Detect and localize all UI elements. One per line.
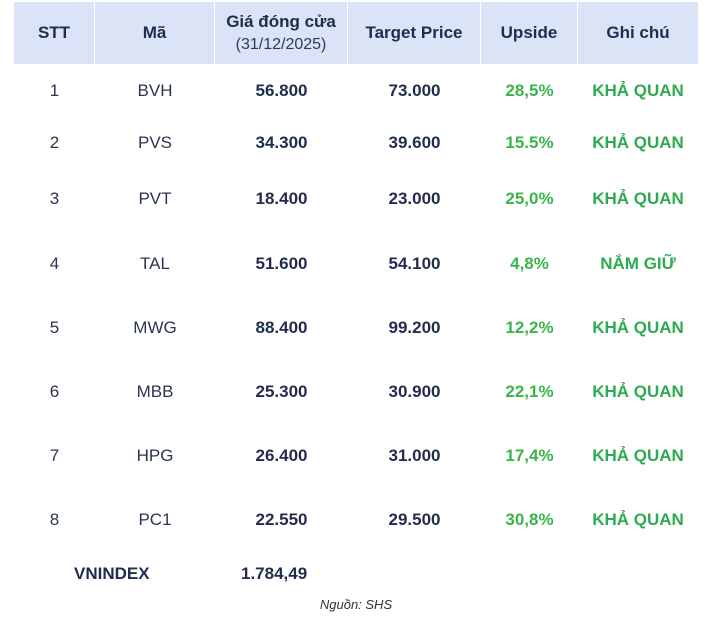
header-close-price-label: Giá đóng cửa: [226, 12, 336, 31]
table-header: STT Mã Giá đóng cửa (31/12/2025) Target …: [14, 2, 698, 64]
row-close-price: 51.600: [255, 254, 308, 273]
row-stt: 4: [49, 254, 60, 273]
row-ticker: MWG: [133, 318, 177, 337]
row-ticker: MBB: [136, 382, 174, 401]
header-target-price: Target Price: [348, 2, 481, 64]
row-close-price: 22.550: [255, 510, 308, 529]
row-ticker: PVS: [137, 133, 173, 152]
row-stt: 6: [49, 382, 60, 401]
row-upside: 15.5%: [505, 133, 554, 152]
table-row: 2 PVS 34.300 39.600 15.5% KHẢ QUAN: [14, 123, 698, 163]
row-target-price: 23.000: [388, 189, 441, 208]
row-target-price: 30.900: [388, 382, 441, 401]
row-upside: 4,8%: [510, 254, 549, 273]
row-target-price: 73.000: [388, 81, 441, 100]
vnindex-label: VNINDEX: [74, 564, 150, 583]
row-target-price: 39.600: [388, 133, 441, 152]
row-upside: 12,2%: [505, 318, 554, 337]
row-close-price: 26.400: [255, 446, 308, 465]
row-upside: 30,8%: [505, 510, 554, 529]
row-note: KHẢ QUAN: [592, 81, 684, 100]
table-row: 1 BVH 56.800 73.000 28,5% KHẢ QUAN: [14, 71, 698, 111]
row-stt: 7: [49, 446, 60, 465]
row-stt: 5: [49, 318, 60, 337]
header-close-price: Giá đóng cửa (31/12/2025): [215, 2, 348, 64]
header-upside: Upside: [481, 2, 578, 64]
row-close-price: 25.300: [255, 382, 308, 401]
row-note: KHẢ QUAN: [592, 446, 684, 465]
table-row: 5 MWG 88.400 99.200 12,2% KHẢ QUAN: [14, 308, 698, 348]
row-stt: 8: [49, 510, 60, 529]
row-target-price: 29.500: [388, 510, 441, 529]
row-stt: 2: [49, 133, 60, 152]
row-stt: 3: [49, 189, 60, 208]
row-stt: 1: [49, 81, 60, 100]
row-note: NẮM GIỮ: [600, 254, 676, 273]
header-stt: STT: [14, 2, 95, 64]
row-close-price: 56.800: [255, 81, 308, 100]
row-close-price: 18.400: [255, 189, 308, 208]
row-note: KHẢ QUAN: [592, 133, 684, 152]
row-note: KHẢ QUAN: [592, 318, 684, 337]
header-note: Ghi chú: [606, 23, 670, 42]
row-upside: 25,0%: [505, 189, 554, 208]
row-upside: 28,5%: [505, 81, 554, 100]
row-ticker: PVT: [138, 189, 172, 208]
row-note: KHẢ QUAN: [592, 382, 684, 401]
header-ma: Mã: [95, 2, 215, 64]
source-note: Nguồn: SHS: [319, 597, 393, 612]
row-target-price: 99.200: [388, 318, 441, 337]
table-row: 8 PC1 22.550 29.500 30,8% KHẢ QUAN: [14, 500, 698, 540]
header-close-price-date: (31/12/2025): [235, 36, 327, 53]
row-ticker: BVH: [137, 81, 173, 100]
row-target-price: 31.000: [388, 446, 441, 465]
table-row: 6 MBB 25.300 30.900 22,1% KHẢ QUAN: [14, 372, 698, 412]
row-close-price: 88.400: [255, 318, 308, 337]
row-note: KHẢ QUAN: [592, 510, 684, 529]
row-target-price: 54.100: [388, 254, 441, 273]
table-row: 3 PVT 18.400 23.000 25,0% KHẢ QUAN: [14, 179, 698, 219]
row-ticker: HPG: [136, 446, 174, 465]
table-row: 4 TAL 51.600 54.100 4,8% NẮM GIỮ: [14, 244, 698, 284]
row-ticker: PC1: [138, 510, 172, 529]
row-upside: 17,4%: [505, 446, 554, 465]
row-ticker: TAL: [140, 254, 170, 273]
vnindex-value: 1.784,49: [241, 564, 308, 583]
row-note: KHẢ QUAN: [592, 189, 684, 208]
row-close-price: 34.300: [255, 133, 308, 152]
table-row: 7 HPG 26.400 31.000 17,4% KHẢ QUAN: [14, 436, 698, 476]
row-upside: 22,1%: [505, 382, 554, 401]
